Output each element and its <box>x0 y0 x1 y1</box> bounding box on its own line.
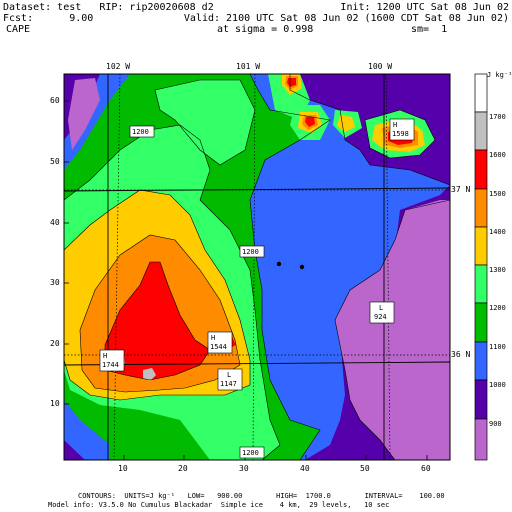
legend-swatch-1000-1100 <box>474 341 488 381</box>
high-marker-value: 1598 <box>392 130 409 138</box>
legend-swatch-900-1000 <box>474 379 488 420</box>
high-marker-letter: H <box>103 352 108 360</box>
high-marker-value: 1744 <box>102 361 119 369</box>
label-box-low-1147 <box>217 368 243 391</box>
legend-level-label: 1200 <box>489 304 506 312</box>
legend-level-label: 900 <box>489 420 502 428</box>
legend-level-label: 1100 <box>489 343 506 351</box>
label-box-high-1744 <box>99 349 125 372</box>
high-marker-letter: H <box>211 334 216 342</box>
legend-level-label: 1500 <box>489 190 506 198</box>
x-tick-label: 10 <box>118 464 128 473</box>
lon-label-101w: 101 W <box>236 62 261 71</box>
state-boundaries <box>63 74 451 460</box>
legend-level-label: 1000 <box>489 381 506 389</box>
low-marker-letter: L <box>227 371 232 379</box>
x-tick-label: 40 <box>300 464 310 473</box>
x-tick-label: 60 <box>421 464 431 473</box>
label-box-1200-south <box>239 446 265 459</box>
lat-lon-grid <box>64 73 450 461</box>
state-border-south <box>63 361 451 366</box>
contour-label-1200: 1200 <box>242 248 259 256</box>
y-tick-label: 10 <box>50 399 60 408</box>
contour-label-1200: 1200 <box>242 449 259 457</box>
lon-102w-line <box>113 73 121 461</box>
fill-1300-1400-dots <box>282 74 355 133</box>
y-tick-label: 20 <box>50 339 60 348</box>
x-tick-label: 20 <box>178 464 188 473</box>
lat-label-37n: 37 N <box>451 185 471 194</box>
legend-level-label: 1300 <box>489 266 506 274</box>
y-tick-label: 40 <box>50 218 60 227</box>
high-marker-letter: H <box>393 121 398 129</box>
y-tick-label: 50 <box>50 157 60 166</box>
legend-swatch-1200-1300 <box>474 264 488 304</box>
x-tick-label: 50 <box>360 464 370 473</box>
field-name: CAPE <box>6 24 31 35</box>
lon-label-102w: 102 W <box>106 62 131 71</box>
lon-label-100w: 100 W <box>368 62 393 71</box>
city-marker <box>276 261 282 267</box>
fill-below-900-nw <box>68 78 100 150</box>
label-box-1200-nw <box>129 125 155 138</box>
contour-label-1200: 1200 <box>132 128 149 136</box>
header-forecast-hour: Fcst: 9.00 <box>3 13 94 24</box>
x-tick-label: 30 <box>239 464 249 473</box>
legend-level-label: 1600 <box>489 151 506 159</box>
tick-marks <box>64 100 428 460</box>
fill-1500-1600 <box>105 262 210 380</box>
field-label-boxes <box>99 118 415 459</box>
legend-colorbar <box>474 73 488 461</box>
legend-swatch-1600-1700 <box>474 111 488 151</box>
legend-swatch-below-900 <box>474 418 488 461</box>
header-valid-time: Valid: 2100 UTC Sat 08 Jun 02 (1600 CDT … <box>183 13 509 24</box>
legend-swatch-1400-1500 <box>474 188 488 228</box>
legend-level-label: 1700 <box>489 113 506 121</box>
footer-contour-info: CONTOURS: UNITS=J kg⁻¹ LOW= 900.00 HIGH=… <box>78 492 445 500</box>
high-marker-value: 1544 <box>210 343 227 351</box>
fill-900-1000-sw <box>64 440 85 460</box>
label-box-low-924 <box>369 301 395 324</box>
footer-model-info: Model info: V3.5.0 No Cumulus Blackadar … <box>48 501 390 509</box>
label-box-1200-center <box>239 245 265 258</box>
header-sigma-level: at sigma = 0.998 <box>217 24 314 35</box>
legend-swatch-1100-1200 <box>474 302 488 343</box>
header-init-time: Init: 1200 UTC Sat 08 Jun 02 <box>340 2 509 13</box>
legend-units: J kg⁻¹ <box>487 71 512 79</box>
legend-swatch-above-1700 <box>474 73 488 113</box>
legend-swatch-1500-1600 <box>474 149 488 190</box>
low-marker-value: 924 <box>374 313 387 321</box>
label-box-high-1598 <box>389 118 415 141</box>
plot-frame <box>63 73 451 461</box>
oklahoma-panhandle-south-border <box>63 187 451 192</box>
lon-101w-line <box>252 73 256 461</box>
fill-below-900-se <box>420 430 450 460</box>
contour-lines <box>64 74 450 460</box>
low-marker-letter: L <box>379 304 384 312</box>
lat-label-36n: 36 N <box>451 350 471 359</box>
fill-1200-1300-n <box>155 80 255 165</box>
low-marker-value: 1147 <box>220 380 237 388</box>
y-tick-label: 60 <box>50 96 60 105</box>
fill-1000-1100-sw <box>64 400 110 460</box>
header-smoothing: sm= 1 <box>411 24 448 35</box>
header-dataset: Dataset: test RIP: rip20020608 d2 <box>3 2 214 13</box>
fill-below-900 <box>335 200 450 460</box>
label-box-high-1544 <box>207 331 233 354</box>
y-tick-label: 30 <box>50 278 60 287</box>
legend-swatch-1300-1400 <box>474 226 488 266</box>
lon-100w-line <box>385 73 391 461</box>
legend-level-label: 1400 <box>489 228 506 236</box>
city-marker <box>299 264 305 270</box>
